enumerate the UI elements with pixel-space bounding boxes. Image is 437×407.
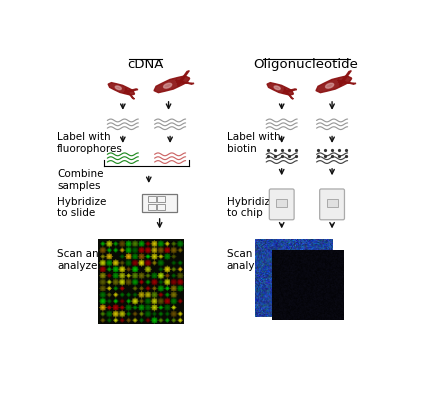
Polygon shape	[284, 88, 293, 99]
Bar	[326, 199, 337, 207]
Polygon shape	[154, 76, 190, 93]
Bar	[276, 199, 287, 207]
Polygon shape	[283, 89, 297, 93]
Text: cDNA: cDNA	[128, 58, 164, 71]
Bar	[157, 204, 165, 210]
Text: Hybridize
to chip: Hybridize to chip	[227, 197, 276, 218]
Text: Combine
samples: Combine samples	[57, 169, 104, 190]
Bar	[157, 196, 165, 202]
Bar	[148, 204, 156, 210]
Ellipse shape	[115, 86, 121, 90]
Polygon shape	[125, 88, 135, 99]
Ellipse shape	[274, 86, 280, 90]
FancyBboxPatch shape	[269, 189, 294, 220]
Polygon shape	[337, 80, 356, 84]
Ellipse shape	[163, 83, 172, 88]
Polygon shape	[339, 71, 351, 87]
Polygon shape	[108, 83, 135, 95]
Text: Oligonucleotide: Oligonucleotide	[253, 58, 358, 71]
Ellipse shape	[326, 83, 334, 88]
Bar	[142, 194, 177, 212]
Text: Scan and
analyze: Scan and analyze	[227, 249, 275, 271]
Polygon shape	[176, 80, 194, 84]
Polygon shape	[316, 76, 351, 93]
Polygon shape	[124, 89, 138, 93]
Text: Hybridize
to slide: Hybridize to slide	[57, 197, 106, 218]
FancyBboxPatch shape	[320, 189, 344, 220]
Text: Scan and
analyze: Scan and analyze	[57, 249, 105, 271]
Text: Label with
fluorophores: Label with fluorophores	[57, 132, 123, 153]
Bar	[148, 196, 156, 202]
Text: Label with
biotin: Label with biotin	[227, 132, 280, 153]
Polygon shape	[267, 83, 293, 95]
Polygon shape	[177, 71, 189, 87]
